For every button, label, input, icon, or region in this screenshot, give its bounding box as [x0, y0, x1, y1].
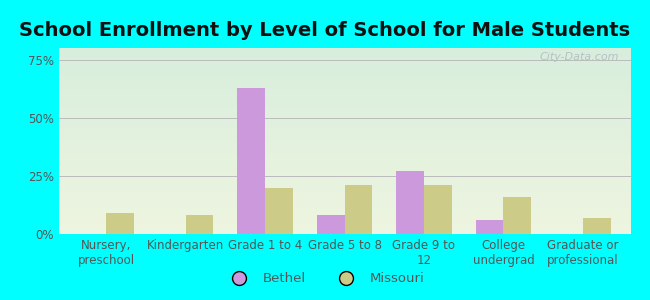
Bar	[583, 218, 610, 234]
Bar	[317, 215, 345, 234]
Bar	[476, 220, 503, 234]
Bar	[237, 88, 265, 234]
Legend: Bethel, Missouri: Bethel, Missouri	[220, 267, 430, 290]
Bar	[265, 188, 293, 234]
Bar	[396, 171, 424, 234]
Bar	[503, 197, 531, 234]
Text: School Enrollment by Level of School for Male Students: School Enrollment by Level of School for…	[20, 21, 630, 40]
Bar	[106, 213, 134, 234]
Text: City-Data.com: City-Data.com	[540, 52, 619, 62]
Bar	[186, 215, 213, 234]
Bar	[344, 185, 372, 234]
Bar	[424, 185, 452, 234]
